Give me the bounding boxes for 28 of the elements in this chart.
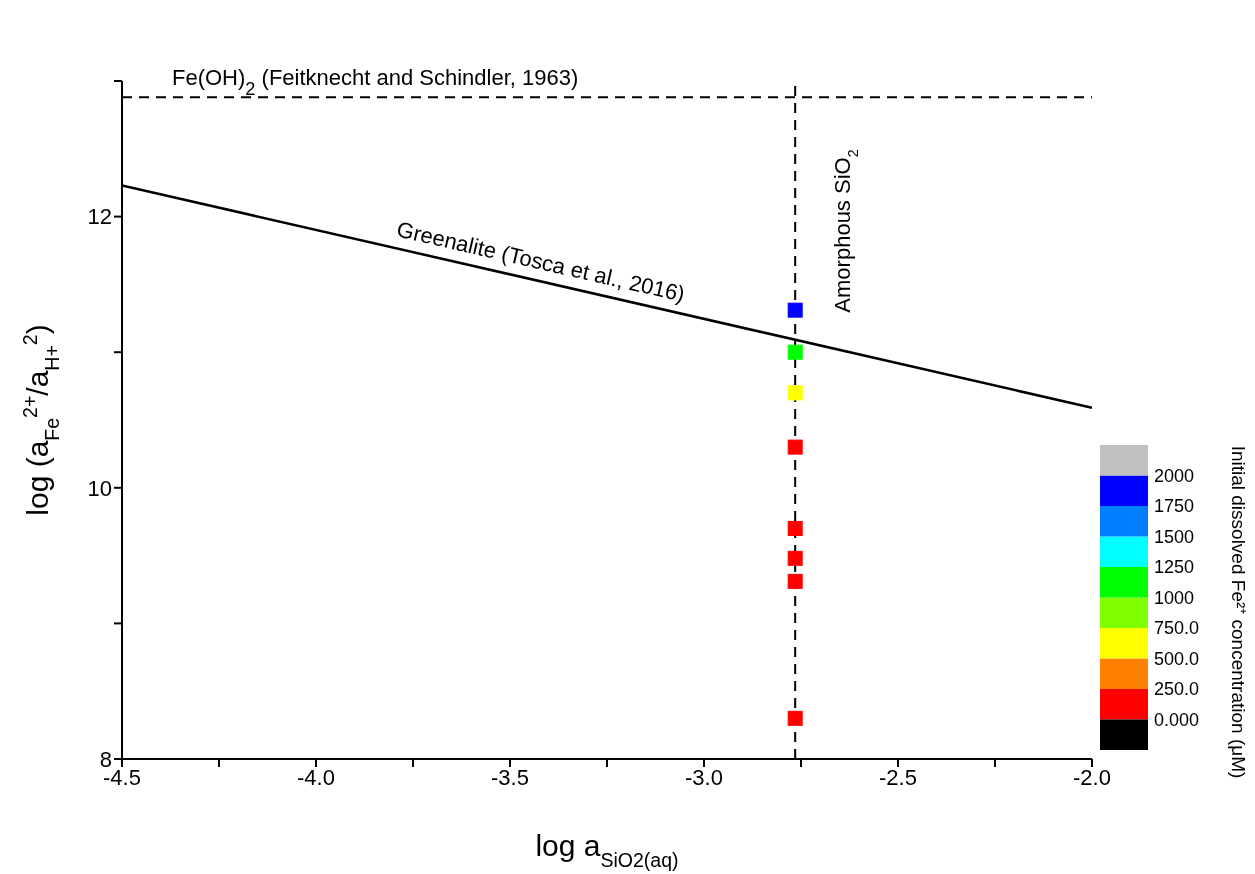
point bbox=[787, 573, 803, 589]
color-bar-label: 1500 bbox=[1154, 526, 1195, 547]
point bbox=[787, 520, 803, 536]
point bbox=[787, 439, 803, 455]
color-bar-label: 0.000 bbox=[1154, 709, 1200, 730]
point bbox=[787, 344, 803, 360]
x-tick-label: -4.0 bbox=[297, 764, 335, 790]
color-bar-label: 1250 bbox=[1154, 557, 1195, 577]
color-bar-label: 1750 bbox=[1154, 496, 1195, 516]
color-bar-label: 1000 bbox=[1154, 587, 1195, 608]
point bbox=[787, 710, 803, 726]
x-tick-label: -3.5 bbox=[491, 764, 529, 790]
ref-line-label: Fe(OH)$_{2}$ (Feitknecht and Schindler, 1963) bbox=[172, 65, 579, 100]
color-bar-label: 2000 bbox=[1154, 465, 1195, 486]
color-bar-label: 500.0 bbox=[1154, 648, 1200, 669]
x-axis-title: log a$_{SiO2(aq)}$ bbox=[535, 829, 679, 871]
color-bar-title: Initial dissolved Fe²⁺ concentration (μM) bbox=[1228, 445, 1249, 779]
y-tick-label: 10 bbox=[87, 475, 112, 501]
x-tick-label: -2.0 bbox=[1073, 764, 1111, 790]
color-bar-label: 250.0 bbox=[1154, 679, 1200, 699]
point bbox=[787, 302, 803, 318]
y-tick-label: 12 bbox=[87, 204, 112, 230]
text: Greenalite (Tosca et al., 2016) bbox=[394, 216, 688, 307]
point bbox=[787, 385, 803, 401]
x-tick-label: -3.0 bbox=[685, 764, 723, 790]
point bbox=[787, 550, 803, 566]
color-bar-label: 750.0 bbox=[1154, 618, 1200, 638]
x-tick-label: -2.5 bbox=[879, 764, 917, 790]
